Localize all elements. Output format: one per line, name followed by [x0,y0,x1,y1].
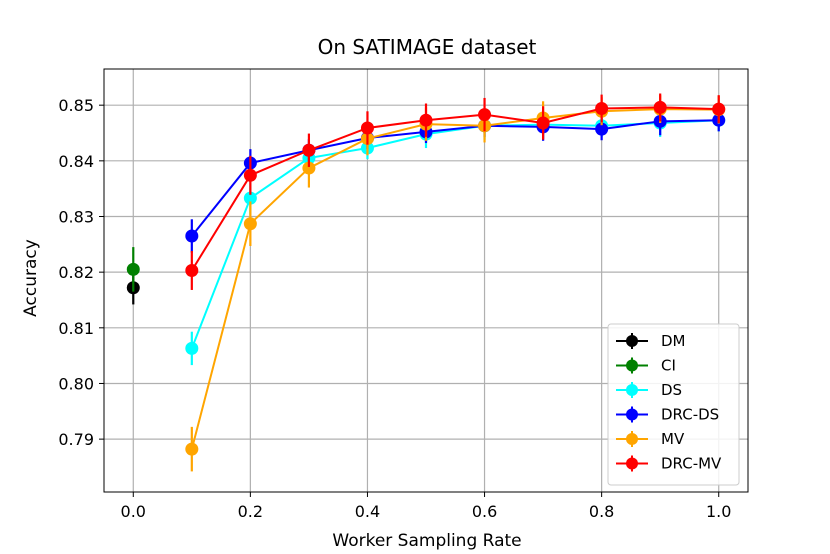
y-tick-label: 0.82 [58,263,94,282]
data-point-drc-ds [185,229,199,243]
chart-title: On SATIMAGE dataset [318,35,537,59]
data-point-ci [126,262,140,276]
data-point-drc-mv [302,143,316,157]
data-point-drc-ds [595,122,609,136]
legend-item-mv: MV [616,430,685,448]
legend-item-dm: DM [616,332,686,350]
legend-label-mv: MV [661,430,685,448]
legend-marker-ci [626,359,638,372]
data-point-mv [243,217,257,231]
y-tick-label: 0.79 [58,430,94,449]
plot-frame [103,68,749,493]
ticks: 0.0 0.2 0.4 0.6 0.8 1.0 0.79 0.80 0.81 0.82 0.83 0.… [58,96,731,521]
series-drc-mv [185,93,726,290]
legend-marker-drc-ds [626,408,638,421]
data-point-ds [185,341,199,355]
legend-label-dm: DM [661,332,686,350]
legend-label-drc-mv: DRC-MV [661,455,722,473]
legend-label-drc-ds: DRC-DS [661,406,719,424]
data-point-drc-mv [536,116,550,130]
series-ci [126,247,140,292]
legend-label-ds: DS [661,381,682,399]
x-tick-label: 0.0 [121,502,146,521]
x-axis-label: Worker Sampling Rate [332,531,521,551]
legend-item-drc-mv: DRC-MV [616,455,722,473]
data-point-drc-mv [243,168,257,182]
y-axis-label: Accuracy [21,239,41,317]
data-point-drc-mv [712,102,726,116]
y-tick-label: 0.80 [58,374,94,393]
data-point-drc-mv [653,100,667,114]
data-point-drc-mv [419,113,433,127]
series-layer [126,93,726,472]
data-point-ds [243,191,257,205]
data-point-drc-mv [595,102,609,116]
y-tick-label: 0.85 [58,96,94,115]
data-point-drc-mv [478,108,492,122]
series-line-drc-ds [191,119,719,237]
x-tick-label: 0.6 [472,502,497,521]
x-tick-label: 1.0 [706,502,731,521]
x-tick-label: 0.2 [238,502,263,521]
data-point-drc-mv [360,121,374,135]
legend-marker-mv [626,433,638,445]
legend-item-drc-ds: DRC-DS [616,406,719,424]
legend-item-ds: DS [616,381,682,399]
series-line-drc-mv [190,106,719,272]
legend-marker-ds [626,384,638,396]
data-point-drc-mv [185,263,199,277]
series-line-ds [190,119,719,349]
y-tick-label: 0.84 [58,152,94,171]
x-tick-label: 0.4 [355,502,380,521]
legend-label-ci: CI [661,357,676,375]
legend-item-ci: CI [616,357,676,375]
series-line-mv [190,108,719,450]
data-point-mv [185,442,199,456]
data-point-mv [302,161,316,175]
y-tick-label: 0.83 [58,207,94,226]
legend-marker-dm [626,335,638,347]
legend: DM CI DS DRC-DS MV DRC-MV [607,323,740,486]
series-drc-ds [185,107,726,253]
x-tick-label: 0.8 [589,502,614,521]
legend-marker-drc-mv [626,457,638,470]
legend-box [607,323,740,486]
y-tick-label: 0.81 [58,319,94,338]
